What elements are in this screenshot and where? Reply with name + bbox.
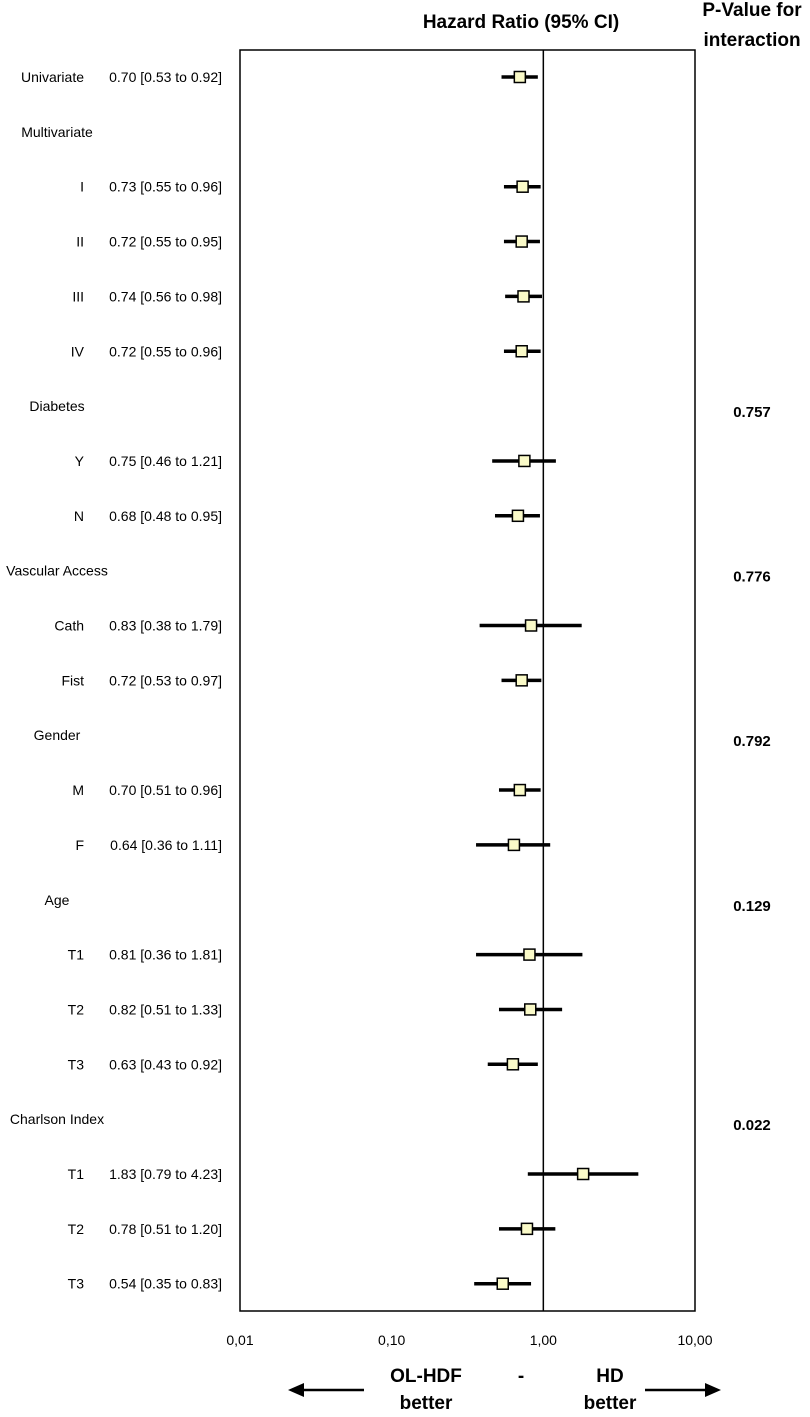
ci-text: 0.68 [0.48 to 0.95] [109, 508, 222, 524]
row-label: M [72, 782, 84, 798]
hr-marker [513, 783, 527, 797]
row-label: T3 [68, 1276, 85, 1292]
row-label: IV [71, 343, 85, 359]
ci-text: 0.82 [0.51 to 1.33] [109, 1001, 222, 1017]
x-tick-label: 0,10 [378, 1332, 405, 1348]
pvalue-interaction: 0.022 [733, 1117, 771, 1134]
hr-marker [511, 509, 525, 523]
hr-marker [523, 948, 536, 961]
ci-text: 0.64 [0.36 to 1.11] [110, 837, 222, 853]
row-label: T2 [68, 1001, 85, 1017]
x-tick-label: 0,01 [226, 1332, 253, 1348]
row-label: N [74, 508, 84, 524]
row-label: Fist [61, 672, 84, 688]
ci-text: 0.83 [0.38 to 1.79] [109, 618, 222, 634]
ci-text: 0.54 [0.35 to 0.83] [109, 1276, 222, 1292]
group-header: Multivariate [21, 124, 93, 140]
x-tick-label: 1,00 [530, 1332, 557, 1348]
group-header: Diabetes [29, 398, 84, 414]
pvalue-header-line2: interaction [703, 30, 800, 51]
row-label: II [76, 234, 84, 250]
pvalue-interaction: 0.757 [733, 404, 771, 421]
ci-text: 0.72 [0.55 to 0.96] [109, 343, 222, 359]
hr-marker [518, 454, 531, 468]
hr-marker [515, 235, 528, 248]
footer-center-dash: - [518, 1366, 524, 1387]
footer-left-line2: better [400, 1393, 453, 1412]
row-label: Univariate [21, 69, 84, 85]
footer-right-line2: better [584, 1393, 637, 1412]
ci-text: 0.72 [0.53 to 0.97] [109, 672, 222, 688]
row-label: III [72, 288, 84, 304]
row-label: T1 [68, 1166, 85, 1182]
hr-marker [513, 70, 527, 84]
chart-title: Hazard Ratio (95% CI) [423, 12, 619, 33]
right-arrow [645, 1383, 721, 1397]
plot-frame [239, 49, 696, 1312]
hr-marker [524, 619, 538, 632]
hr-marker [515, 674, 528, 687]
ci-text: 0.74 [0.56 to 0.98] [109, 288, 222, 304]
row-label: Y [75, 453, 85, 469]
footer-left-line1: OL-HDF [390, 1366, 462, 1387]
hr-marker [515, 345, 528, 358]
ci-text: 0.70 [0.51 to 0.96] [109, 782, 222, 798]
ci-text: 0.78 [0.51 to 1.20] [109, 1221, 222, 1237]
row-label: F [75, 837, 84, 853]
pvalue-header-line1: P-Value for [702, 0, 802, 21]
hr-marker [516, 180, 529, 193]
hr-marker [576, 1167, 590, 1181]
hr-marker [507, 838, 521, 852]
row-label: T1 [68, 947, 85, 963]
ci-text: 0.73 [0.55 to 0.96] [109, 179, 222, 195]
left-arrow [288, 1383, 364, 1397]
ci-text: 0.75 [0.46 to 1.21] [109, 453, 222, 469]
pvalue-interaction: 0.129 [733, 898, 771, 915]
hr-marker [520, 1222, 534, 1236]
ci-text: 0.72 [0.55 to 0.95] [109, 234, 222, 250]
ci-text: 1.83 [0.79 to 4.23] [109, 1166, 222, 1182]
ci-text: 0.70 [0.53 to 0.92] [109, 69, 222, 85]
x-tick-label: 10,00 [677, 1332, 712, 1348]
ci-text: 0.81 [0.36 to 1.81] [109, 947, 222, 963]
hr-marker [506, 1058, 520, 1071]
footer-right-line1: HD [596, 1366, 623, 1387]
hr-marker [524, 1003, 537, 1016]
group-header: Age [45, 892, 70, 908]
row-label: I [80, 179, 84, 195]
row-label: Cath [54, 618, 84, 634]
ci-text: 0.63 [0.43 to 0.92] [109, 1056, 222, 1072]
row-label: T2 [68, 1221, 85, 1237]
row-label: T3 [68, 1056, 85, 1072]
hr-marker [496, 1277, 509, 1290]
group-header: Vascular Access [6, 563, 108, 579]
group-header: Charlson Index [10, 1111, 104, 1127]
pvalue-interaction: 0.776 [733, 569, 771, 586]
pvalue-interaction: 0.792 [733, 733, 771, 750]
hr-marker [517, 290, 530, 303]
group-header: Gender [34, 727, 81, 743]
